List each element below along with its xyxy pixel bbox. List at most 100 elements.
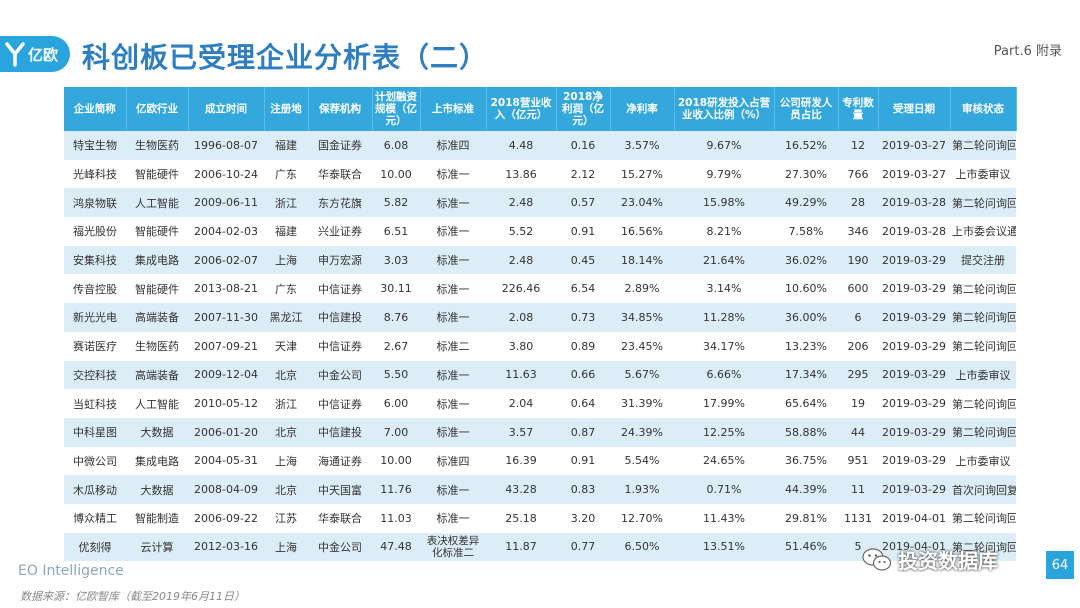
column-header: 成立时间 [188, 87, 265, 131]
table-cell: 951 [838, 446, 878, 476]
column-header: 计划融资规模（亿元） [372, 87, 421, 131]
table-cell: 浙江 [264, 389, 308, 418]
table-cell: 47.48 [372, 532, 420, 562]
table-cell: 第二轮问询回复 [950, 131, 1016, 160]
table-cell: 当虹科技 [64, 389, 126, 418]
table-cell: 2007-09-21 [188, 331, 264, 361]
table-cell: 北京 [264, 475, 308, 504]
brand-logo: 亿欧 [0, 36, 70, 72]
table-cell: 3.57% [610, 131, 674, 160]
table-cell: 9.79% [674, 159, 774, 189]
table-cell: 上市委审议 [950, 446, 1016, 476]
table-cell: 23.04% [610, 188, 674, 218]
table-cell: 海通证券 [308, 446, 372, 476]
table-cell: 5.50 [372, 360, 420, 390]
table-cell: 13.51% [674, 532, 774, 562]
column-header: 注册地 [264, 87, 309, 131]
table-cell: 智能制造 [126, 503, 188, 533]
table-cell: 2006-02-07 [188, 245, 264, 275]
table-cell: 0.71% [674, 475, 774, 504]
table-cell: 北京 [264, 417, 308, 447]
wechat-icon [862, 547, 892, 571]
table-cell: 0.83 [556, 475, 610, 504]
table-cell: 高端装备 [126, 303, 188, 332]
table-body: 特宝生物 生物医药 1996-08-07 福建 国金证券 6.08 标准四 4.48 0.16 3… [64, 131, 1016, 562]
table-cell: 43.28 [486, 475, 556, 504]
page-title: 科创板已受理企业分析表（二） [82, 41, 489, 74]
table-cell: 上市委审议 [950, 360, 1016, 390]
table-cell: 2019-03-28 [878, 217, 950, 246]
table-cell: 浙江 [264, 188, 308, 218]
table-cell: 15.27% [610, 159, 674, 189]
table-cell: 2019-03-28 [878, 188, 950, 218]
column-header: 2018营业收入（亿元） [486, 87, 557, 131]
table-cell: 2008-04-09 [188, 475, 264, 504]
watermark-text: 投资数据库 [898, 549, 998, 573]
table-cell: 上海 [264, 245, 308, 275]
table-cell: 0.77 [556, 532, 610, 562]
table-cell: 12.25% [674, 417, 774, 447]
table-cell: 标准一 [420, 188, 486, 218]
table-cell: 智能硬件 [126, 274, 188, 304]
table-cell: 2006-01-20 [188, 417, 264, 447]
table-cell: 2009-12-04 [188, 360, 264, 390]
table-row: 木瓜移动 大数据 2008-04-09 北京 中天国富 11.76 标准一 43.28 0.83… [64, 475, 1016, 504]
table-cell: 中金公司 [308, 360, 372, 390]
table-cell: 19 [838, 389, 878, 418]
table-cell: 5.67% [610, 360, 674, 390]
table-cell: 44 [838, 417, 878, 447]
table-cell: 29.81% [774, 503, 838, 533]
table-cell: 鸿泉物联 [64, 188, 126, 218]
table-cell: 25.18 [486, 503, 556, 533]
table-cell: 赛诺医疗 [64, 331, 126, 361]
table-cell: 12.70% [610, 503, 674, 533]
column-header: 受理日期 [878, 87, 951, 131]
table-cell: 2.08 [486, 303, 556, 332]
table-cell: 24.65% [674, 446, 774, 476]
table-cell: 346 [838, 217, 878, 246]
table-cell: 51.46% [774, 532, 838, 562]
table-row: 特宝生物 生物医药 1996-08-07 福建 国金证券 6.08 标准四 4.48 0.16 3… [64, 131, 1016, 160]
table-cell: 2019-04-01 [878, 503, 950, 533]
table-cell: 安集科技 [64, 245, 126, 275]
table-cell: 2019-03-29 [878, 303, 950, 332]
table-cell: 58.88% [774, 417, 838, 447]
table-cell: 光峰科技 [64, 159, 126, 189]
table-cell: 0.87 [556, 417, 610, 447]
table-cell: 第二轮问询回复 [950, 188, 1016, 218]
table-cell: 16.56% [610, 217, 674, 246]
column-header: 净利率 [610, 87, 675, 131]
table-cell: 生物医药 [126, 331, 188, 361]
table-cell: 申万宏源 [308, 245, 372, 275]
table-cell: 大数据 [126, 475, 188, 504]
table-cell: 中信证券 [308, 389, 372, 418]
table-cell: 2019-03-29 [878, 389, 950, 418]
table-cell: 11.43% [674, 503, 774, 533]
table-cell: 第二轮问询回复 [950, 532, 1016, 562]
company-table: 企业简称 亿欧行业 成立时间 注册地 保荐机构 计划融资规模（亿元） 上市标准 2018营业收… [64, 87, 1017, 562]
table-cell: 标准一 [420, 475, 486, 504]
column-header: 专利数量 [838, 87, 879, 131]
table-cell: 0.89 [556, 331, 610, 361]
table-cell: 上海 [264, 532, 308, 562]
table-cell: 600 [838, 274, 878, 304]
table-cell: 第二轮问询回复 [950, 503, 1016, 533]
table-cell: 10.00 [372, 446, 420, 476]
table-cell: 1996-08-07 [188, 131, 264, 160]
table-cell: 标准一 [420, 274, 486, 304]
table-cell: 中信建投 [308, 417, 372, 447]
table-cell: 标准一 [420, 389, 486, 418]
table-cell: 木瓜移动 [64, 475, 126, 504]
table-cell: 2006-10-24 [188, 159, 264, 189]
table-cell: 6.00 [372, 389, 420, 418]
table-cell: 5.54% [610, 446, 674, 476]
table-cell: 1131 [838, 503, 878, 533]
table-cell: 东方花旗 [308, 188, 372, 218]
table-cell: 0.91 [556, 217, 610, 246]
table-cell: 2012-03-16 [188, 532, 264, 562]
table-row: 新光光电 高端装备 2007-11-30 黑龙江 中信建投 8.76 标准一 2.08 0.73… [64, 303, 1016, 332]
table-cell: 0.57 [556, 188, 610, 218]
table-cell: 标准四 [420, 446, 486, 476]
table-row: 福光股份 智能硬件 2004-02-03 福建 兴业证券 6.51 标准一 5.52 0.91 1… [64, 217, 1016, 246]
table-cell: 16.39 [486, 446, 556, 476]
